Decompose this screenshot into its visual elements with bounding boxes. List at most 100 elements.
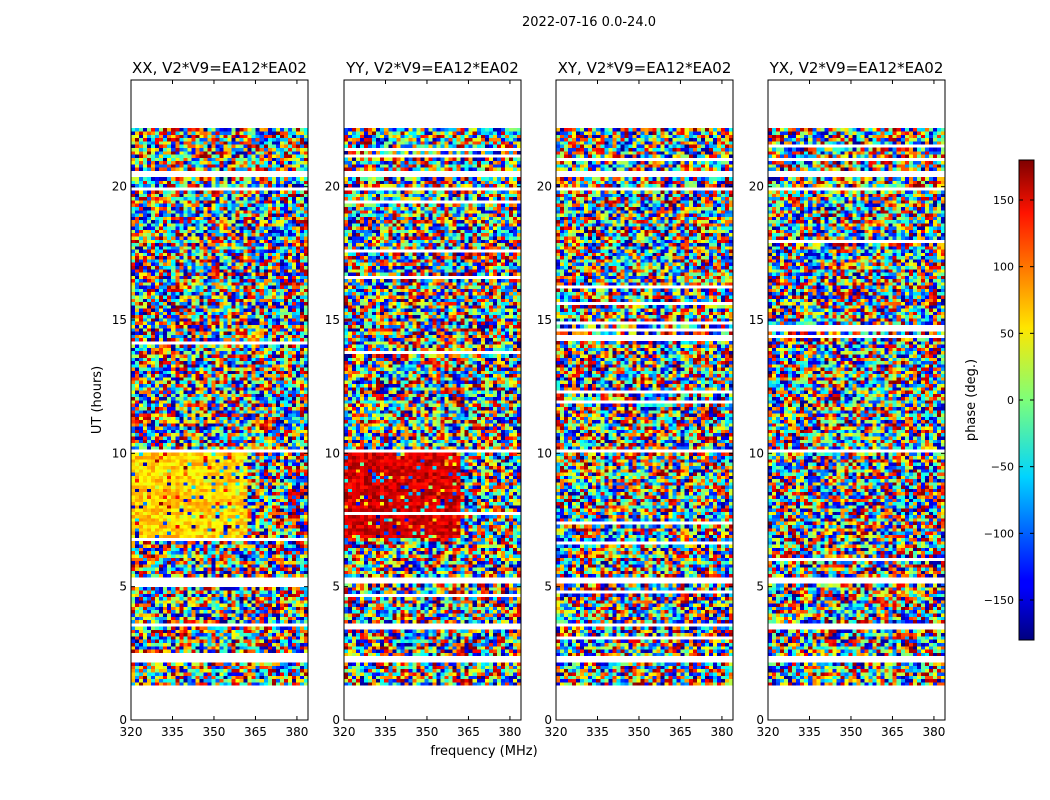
heatmap-cell xyxy=(179,443,183,447)
heatmap-cell xyxy=(215,315,219,319)
heatmap-cell xyxy=(240,571,244,575)
heatmap-cell xyxy=(296,508,300,512)
heatmap-cell xyxy=(220,587,224,591)
heatmap-cell xyxy=(300,459,304,463)
heatmap-cell xyxy=(272,548,276,552)
heatmap-cell xyxy=(131,521,135,525)
heatmap-cell xyxy=(175,643,179,647)
heatmap-cell xyxy=(211,315,215,319)
heatmap-cell xyxy=(175,325,179,329)
heatmap-cell xyxy=(296,613,300,617)
heatmap-cell xyxy=(163,535,167,539)
heatmap-cell xyxy=(260,508,264,512)
heatmap-cell xyxy=(143,485,147,489)
heatmap-cell xyxy=(248,498,252,502)
heatmap-cell xyxy=(143,466,147,470)
heatmap-cell xyxy=(268,462,272,466)
heatmap-cell xyxy=(151,344,155,348)
heatmap-cell xyxy=(131,374,135,378)
heatmap-cell xyxy=(260,528,264,532)
heatmap-cell xyxy=(292,521,296,525)
heatmap-cell xyxy=(268,541,272,545)
heatmap-cell xyxy=(191,603,195,607)
heatmap-cell xyxy=(284,567,288,571)
heatmap-cell xyxy=(139,607,143,611)
heatmap-cell xyxy=(147,544,151,548)
heatmap-cell xyxy=(292,439,296,443)
heatmap-cell xyxy=(187,308,191,312)
heatmap-cell xyxy=(300,594,304,598)
heatmap-cell xyxy=(284,420,288,424)
heatmap-cell xyxy=(187,564,191,568)
heatmap-cell xyxy=(135,554,139,558)
heatmap-cell xyxy=(135,594,139,598)
heatmap-cell xyxy=(264,479,268,483)
heatmap-cell xyxy=(151,548,155,552)
heatmap-cell xyxy=(139,348,143,352)
heatmap-cell xyxy=(292,351,296,355)
heatmap-cell xyxy=(288,403,292,407)
heatmap-cell xyxy=(260,292,264,296)
heatmap-cell xyxy=(240,308,244,312)
heatmap-cell xyxy=(296,639,300,643)
heatmap-cell xyxy=(155,564,159,568)
heatmap-cell xyxy=(199,672,203,676)
heatmap-cell xyxy=(171,351,175,355)
heatmap-cell xyxy=(248,384,252,388)
heatmap-cell xyxy=(139,613,143,617)
heatmap-cell xyxy=(159,331,163,335)
heatmap-cell xyxy=(147,282,151,286)
heatmap-cell xyxy=(167,603,171,607)
heatmap-cell xyxy=(268,669,272,673)
heatmap-cell xyxy=(203,302,207,306)
heatmap-cell xyxy=(264,535,268,539)
heatmap-cell xyxy=(252,518,256,522)
heatmap-cell xyxy=(296,557,300,561)
heatmap-cell xyxy=(159,459,163,463)
heatmap-cell xyxy=(236,626,240,630)
heatmap-cell xyxy=(288,626,292,630)
heatmap-cell xyxy=(191,672,195,676)
figure-title: 2022-07-16 0.0-24.0 xyxy=(522,15,656,30)
heatmap-cell xyxy=(211,557,215,561)
heatmap-cell xyxy=(167,626,171,630)
heatmap-cell xyxy=(207,498,211,502)
heatmap-cell xyxy=(199,502,203,506)
heatmap-cell xyxy=(240,394,244,398)
heatmap-cell xyxy=(191,482,195,486)
heatmap-cell xyxy=(155,364,159,368)
heatmap-cell xyxy=(207,679,211,683)
heatmap-cell xyxy=(131,357,135,361)
heatmap-cell xyxy=(296,587,300,591)
heatmap-cell xyxy=(284,662,288,666)
heatmap-cell xyxy=(191,400,195,404)
heatmap-cell xyxy=(167,354,171,358)
heatmap-cell xyxy=(147,351,151,355)
heatmap-cell xyxy=(139,662,143,666)
heatmap-cell xyxy=(171,666,175,670)
heatmap-cell xyxy=(183,305,187,309)
heatmap-cell xyxy=(276,630,280,634)
heatmap-cell xyxy=(260,335,264,339)
heatmap-cell xyxy=(135,384,139,388)
heatmap-cell xyxy=(135,367,139,371)
heatmap-cell xyxy=(268,308,272,312)
heatmap-cell xyxy=(268,357,272,361)
heatmap-cell xyxy=(215,289,219,293)
heatmap-cell xyxy=(276,469,280,473)
heatmap-cell xyxy=(276,636,280,640)
heatmap-cell xyxy=(260,666,264,670)
heatmap-cell xyxy=(232,489,236,493)
heatmap-cell xyxy=(147,466,151,470)
heatmap-cell xyxy=(276,554,280,558)
heatmap-cell xyxy=(296,679,300,683)
heatmap-cell xyxy=(256,377,260,381)
heatmap-cell xyxy=(272,666,276,670)
heatmap-cell xyxy=(163,603,167,607)
heatmap-cell xyxy=(244,541,248,545)
heatmap-cell xyxy=(300,305,304,309)
heatmap-cell xyxy=(268,456,272,460)
heatmap-cell xyxy=(147,377,151,381)
heatmap-cell xyxy=(167,289,171,293)
heatmap-cell xyxy=(215,574,219,578)
